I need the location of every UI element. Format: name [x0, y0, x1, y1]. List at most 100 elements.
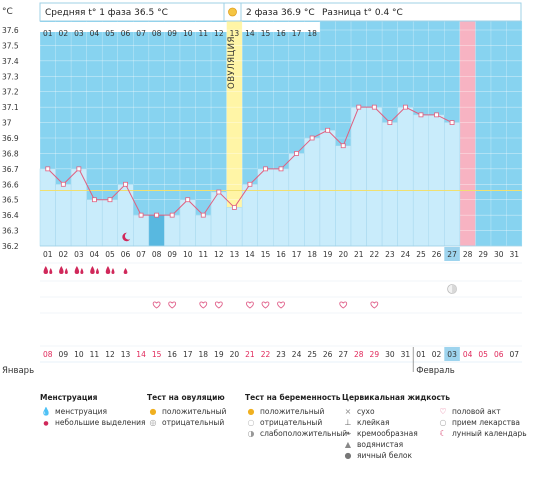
legend-ovulation-test: Тест на овуляцию ● положительный ◎ отрицат…: [147, 393, 226, 428]
calendar-date-label: 15: [152, 350, 162, 359]
sun-icon: ●: [149, 407, 157, 416]
y-tick-label: 37: [2, 119, 12, 128]
temp-bar: [179, 199, 196, 247]
y-unit-label: °C: [2, 7, 13, 17]
top-day-label: 06: [121, 29, 131, 38]
cycle-day-label: 22: [370, 250, 380, 259]
temperature-point: [387, 120, 393, 125]
heart-icon: [339, 301, 348, 309]
legend-item-menstruation: 💧 менструация: [41, 407, 107, 416]
temperature-point: [403, 104, 408, 110]
cycle-day-label: 25: [416, 250, 426, 259]
heart-icon: [370, 301, 379, 309]
temp-bar: [55, 184, 72, 247]
temp-bar: [412, 114, 430, 247]
legend-item-medication: ○ прием лекарства: [437, 417, 527, 428]
legend-item-pregnancy-negative: ○ отрицательный: [245, 417, 347, 428]
cycle-day-label: 23: [385, 250, 395, 259]
cycle-day-label: 31: [510, 250, 520, 259]
small-drop-icon: [123, 268, 128, 274]
pill-icon: ○: [439, 418, 447, 427]
cycle-day-label: 29: [478, 250, 488, 259]
top-day-label: 07: [136, 29, 146, 38]
cycle-day-label: 11: [199, 250, 209, 259]
calendar-date-label: 19: [214, 350, 224, 359]
legend-item-egg-white: ● яичный белок: [342, 450, 450, 461]
legend-item-ovulation-positive: ● положительный: [147, 406, 227, 417]
temperature-difference: Разница t° 0.4 °C: [322, 8, 403, 18]
chart-axes: 37.6 37.5 37.4 37.3 37.2 37.1 37 36.9 36.8 36.7 36…: [2, 26, 523, 261]
calendar-date-label: 28: [354, 350, 364, 359]
pregnancy-test-half: [452, 284, 457, 294]
legend-pregnancy-test: Тест на беременность ● положительный ○ отр…: [245, 393, 347, 439]
legend-cervical-fluid: Цервикальная жидкость × сухо ⊥ клейкая ❧ кр…: [342, 393, 450, 461]
calendar-date-label: 04: [463, 350, 473, 359]
temperature-point: [45, 166, 51, 172]
temp-bar: [428, 114, 445, 247]
gray-sun-icon: ◎: [149, 418, 157, 427]
top-day-label: 14: [245, 29, 255, 38]
top-day-label: 11: [199, 29, 209, 38]
symptom-rows: 08 09 10 11 12 13 14 15 16 17 18 19 20 21 22 23 24 25 26 27…: [2, 262, 523, 376]
today-marker: [444, 247, 460, 261]
legend-item-intercourse: ♡ половой акт: [437, 406, 527, 417]
cycle-day-label: 24: [401, 250, 411, 259]
temp-bar: [381, 122, 398, 247]
calendar-date-label: 08: [43, 350, 53, 359]
calendar-date-label: 06: [494, 350, 504, 359]
top-day-label: 12: [214, 29, 224, 38]
top-day-label: 01: [43, 29, 53, 38]
calendar-date-label: 17: [183, 350, 193, 359]
legend-item-lunar: ☾ лунный календарь: [437, 428, 526, 439]
cycle-day-label: 12: [214, 250, 224, 259]
y-tick-label: 37.4: [2, 57, 19, 66]
heart-icon: [152, 301, 161, 309]
temp-bar: [164, 214, 181, 247]
cycle-day-label: 26: [432, 250, 442, 259]
calendar-date-label: 26: [323, 350, 333, 359]
ovulation-column: [226, 3, 243, 246]
blood-drop-icon: [90, 266, 95, 274]
temp-bar: [86, 199, 103, 247]
calendar-date-label: 23: [276, 350, 286, 359]
cycle-day-label: 05: [105, 250, 115, 259]
circle-icon: ○: [247, 418, 255, 427]
top-day-label: 03: [74, 29, 84, 38]
chart-header: °C Средняя t° 1 фаза 36.5 °C 2 фаза 36.9…: [2, 2, 522, 22]
top-day-label: 09: [167, 29, 177, 38]
y-tick-label: 36.4: [2, 211, 19, 220]
heart-icon: [261, 301, 270, 309]
temperature-point: [76, 166, 82, 172]
temp-bar: [288, 153, 305, 247]
cycle-day-label: 18: [307, 250, 317, 259]
temp-bar: [304, 137, 321, 247]
sticky-icon: ⊥: [344, 418, 352, 427]
temp-bar: [335, 145, 352, 247]
calendar-date-label: 27: [338, 350, 348, 359]
temp-bar: [257, 168, 274, 247]
chart-legend: Менструация 💧 менструация ● небольшие выде…: [40, 393, 545, 473]
calendar-date-label: 05: [478, 350, 488, 359]
heart-icon: ♡: [439, 407, 447, 416]
legend-item-sticky: ⊥ клейкая: [342, 417, 450, 428]
temp-bar: [101, 199, 118, 247]
calendar-date-label: 20: [230, 350, 240, 359]
blood-drop-icon: [80, 268, 84, 274]
temp-bar: [350, 106, 367, 247]
legend-item-creamy: ❧ кремообразная: [342, 428, 450, 439]
temp-bar: [148, 214, 165, 247]
top-day-label: 04: [90, 29, 100, 38]
calendar-date-label: 18: [199, 350, 209, 359]
temperature-point: [185, 197, 191, 203]
sun-icon: ●: [247, 407, 255, 416]
cycle-day-label: 06: [121, 250, 131, 259]
legend-title-pregnancy-test: Тест на беременность: [245, 393, 341, 402]
top-day-label: 02: [59, 29, 69, 38]
legend-other: ♡ половой акт ○ прием лекарства ☾ лунный ка…: [437, 406, 527, 439]
cycle-day-label: 14: [245, 250, 255, 259]
cycle-day-label: 03: [74, 250, 84, 259]
phase2-average: 2 фаза 36.9 °C: [246, 8, 315, 18]
top-day-label: 10: [183, 29, 193, 38]
top-day-label: 05: [105, 29, 115, 38]
